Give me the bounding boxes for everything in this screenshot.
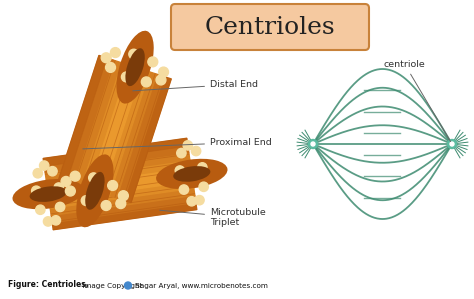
Circle shape bbox=[110, 48, 120, 57]
Circle shape bbox=[81, 196, 91, 205]
Circle shape bbox=[70, 171, 80, 181]
Circle shape bbox=[309, 140, 318, 149]
Circle shape bbox=[39, 161, 49, 170]
Circle shape bbox=[191, 146, 201, 156]
Circle shape bbox=[65, 186, 75, 196]
Circle shape bbox=[32, 186, 41, 196]
Circle shape bbox=[54, 183, 64, 192]
Circle shape bbox=[148, 57, 158, 67]
Circle shape bbox=[195, 196, 204, 205]
Polygon shape bbox=[59, 55, 106, 181]
Circle shape bbox=[125, 282, 131, 289]
Polygon shape bbox=[95, 67, 142, 193]
Circle shape bbox=[106, 62, 116, 72]
Ellipse shape bbox=[85, 172, 105, 210]
Circle shape bbox=[118, 191, 128, 201]
Circle shape bbox=[121, 72, 131, 82]
Circle shape bbox=[129, 49, 139, 59]
Circle shape bbox=[179, 185, 189, 194]
Ellipse shape bbox=[12, 179, 84, 209]
FancyBboxPatch shape bbox=[171, 4, 369, 50]
Polygon shape bbox=[44, 145, 189, 173]
Polygon shape bbox=[51, 195, 196, 223]
Circle shape bbox=[198, 163, 207, 172]
Circle shape bbox=[36, 205, 45, 214]
Circle shape bbox=[55, 202, 65, 212]
Text: Microtubule
Triplet: Microtubule Triplet bbox=[160, 208, 266, 227]
Ellipse shape bbox=[30, 186, 67, 202]
Text: centriole: centriole bbox=[384, 60, 451, 142]
Polygon shape bbox=[50, 188, 195, 216]
Ellipse shape bbox=[117, 31, 154, 104]
Circle shape bbox=[199, 182, 209, 191]
Polygon shape bbox=[88, 65, 135, 191]
Circle shape bbox=[116, 199, 126, 208]
Polygon shape bbox=[117, 74, 164, 200]
Text: Image Copyright: Image Copyright bbox=[80, 283, 145, 289]
Polygon shape bbox=[81, 62, 128, 188]
Polygon shape bbox=[45, 152, 190, 180]
Circle shape bbox=[187, 196, 196, 206]
Text: Centrioles: Centrioles bbox=[205, 16, 335, 39]
Circle shape bbox=[156, 75, 166, 85]
Polygon shape bbox=[124, 77, 171, 202]
Circle shape bbox=[33, 169, 43, 178]
Polygon shape bbox=[47, 167, 192, 194]
Circle shape bbox=[177, 148, 186, 158]
Circle shape bbox=[450, 142, 454, 146]
Circle shape bbox=[61, 176, 71, 186]
Text: Sagar Aryal, www.microbenotes.com: Sagar Aryal, www.microbenotes.com bbox=[133, 283, 268, 289]
Polygon shape bbox=[46, 160, 191, 187]
Text: Proximal End: Proximal End bbox=[83, 138, 272, 149]
Circle shape bbox=[101, 201, 111, 210]
Circle shape bbox=[48, 167, 57, 176]
Ellipse shape bbox=[156, 159, 228, 189]
Circle shape bbox=[89, 173, 99, 183]
Ellipse shape bbox=[126, 48, 145, 86]
Circle shape bbox=[101, 53, 111, 63]
Text: Figure: Centrioles,: Figure: Centrioles, bbox=[8, 280, 89, 289]
Polygon shape bbox=[49, 181, 194, 208]
Circle shape bbox=[51, 216, 61, 225]
Circle shape bbox=[44, 217, 53, 226]
Circle shape bbox=[175, 166, 184, 175]
Circle shape bbox=[311, 142, 315, 146]
Circle shape bbox=[141, 77, 151, 87]
Polygon shape bbox=[43, 138, 188, 166]
Polygon shape bbox=[109, 72, 157, 198]
Circle shape bbox=[108, 181, 118, 190]
Ellipse shape bbox=[173, 166, 210, 182]
Text: Distal End: Distal End bbox=[133, 80, 258, 91]
Circle shape bbox=[183, 141, 192, 150]
Polygon shape bbox=[73, 60, 120, 186]
Polygon shape bbox=[52, 202, 197, 230]
Polygon shape bbox=[102, 70, 149, 196]
Circle shape bbox=[447, 140, 456, 149]
Circle shape bbox=[159, 67, 168, 77]
Polygon shape bbox=[66, 58, 113, 184]
Polygon shape bbox=[48, 174, 193, 201]
Ellipse shape bbox=[76, 154, 114, 227]
